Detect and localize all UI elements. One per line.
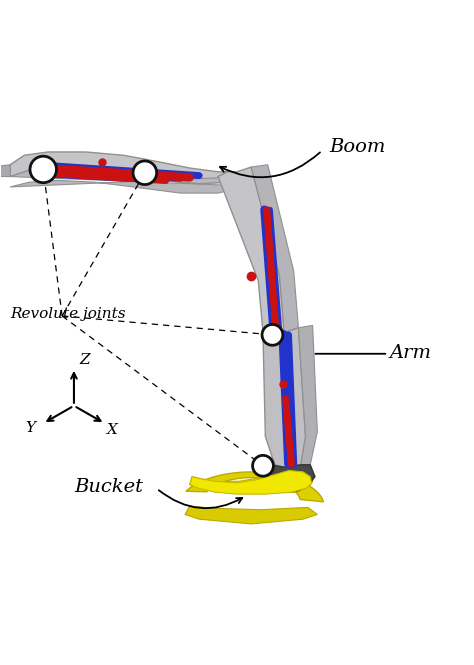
Polygon shape [185, 506, 318, 524]
Polygon shape [0, 165, 10, 176]
Polygon shape [299, 325, 318, 465]
Text: Bucket: Bucket [74, 478, 143, 496]
Polygon shape [190, 469, 313, 493]
Polygon shape [251, 165, 299, 332]
Circle shape [133, 161, 156, 185]
Circle shape [262, 325, 283, 345]
Polygon shape [267, 479, 287, 492]
Polygon shape [190, 471, 312, 494]
Text: Revolute joints: Revolute joints [10, 307, 126, 321]
Circle shape [253, 456, 273, 476]
Text: Y: Y [25, 421, 35, 435]
Text: Arm: Arm [390, 344, 432, 362]
Polygon shape [186, 472, 324, 502]
Text: Boom: Boom [329, 138, 385, 156]
Polygon shape [265, 465, 315, 492]
Polygon shape [263, 328, 306, 467]
Polygon shape [218, 167, 284, 335]
Polygon shape [10, 168, 246, 193]
Text: Z: Z [80, 353, 90, 367]
Polygon shape [10, 152, 251, 184]
Text: X: X [107, 423, 118, 437]
Circle shape [30, 156, 56, 183]
